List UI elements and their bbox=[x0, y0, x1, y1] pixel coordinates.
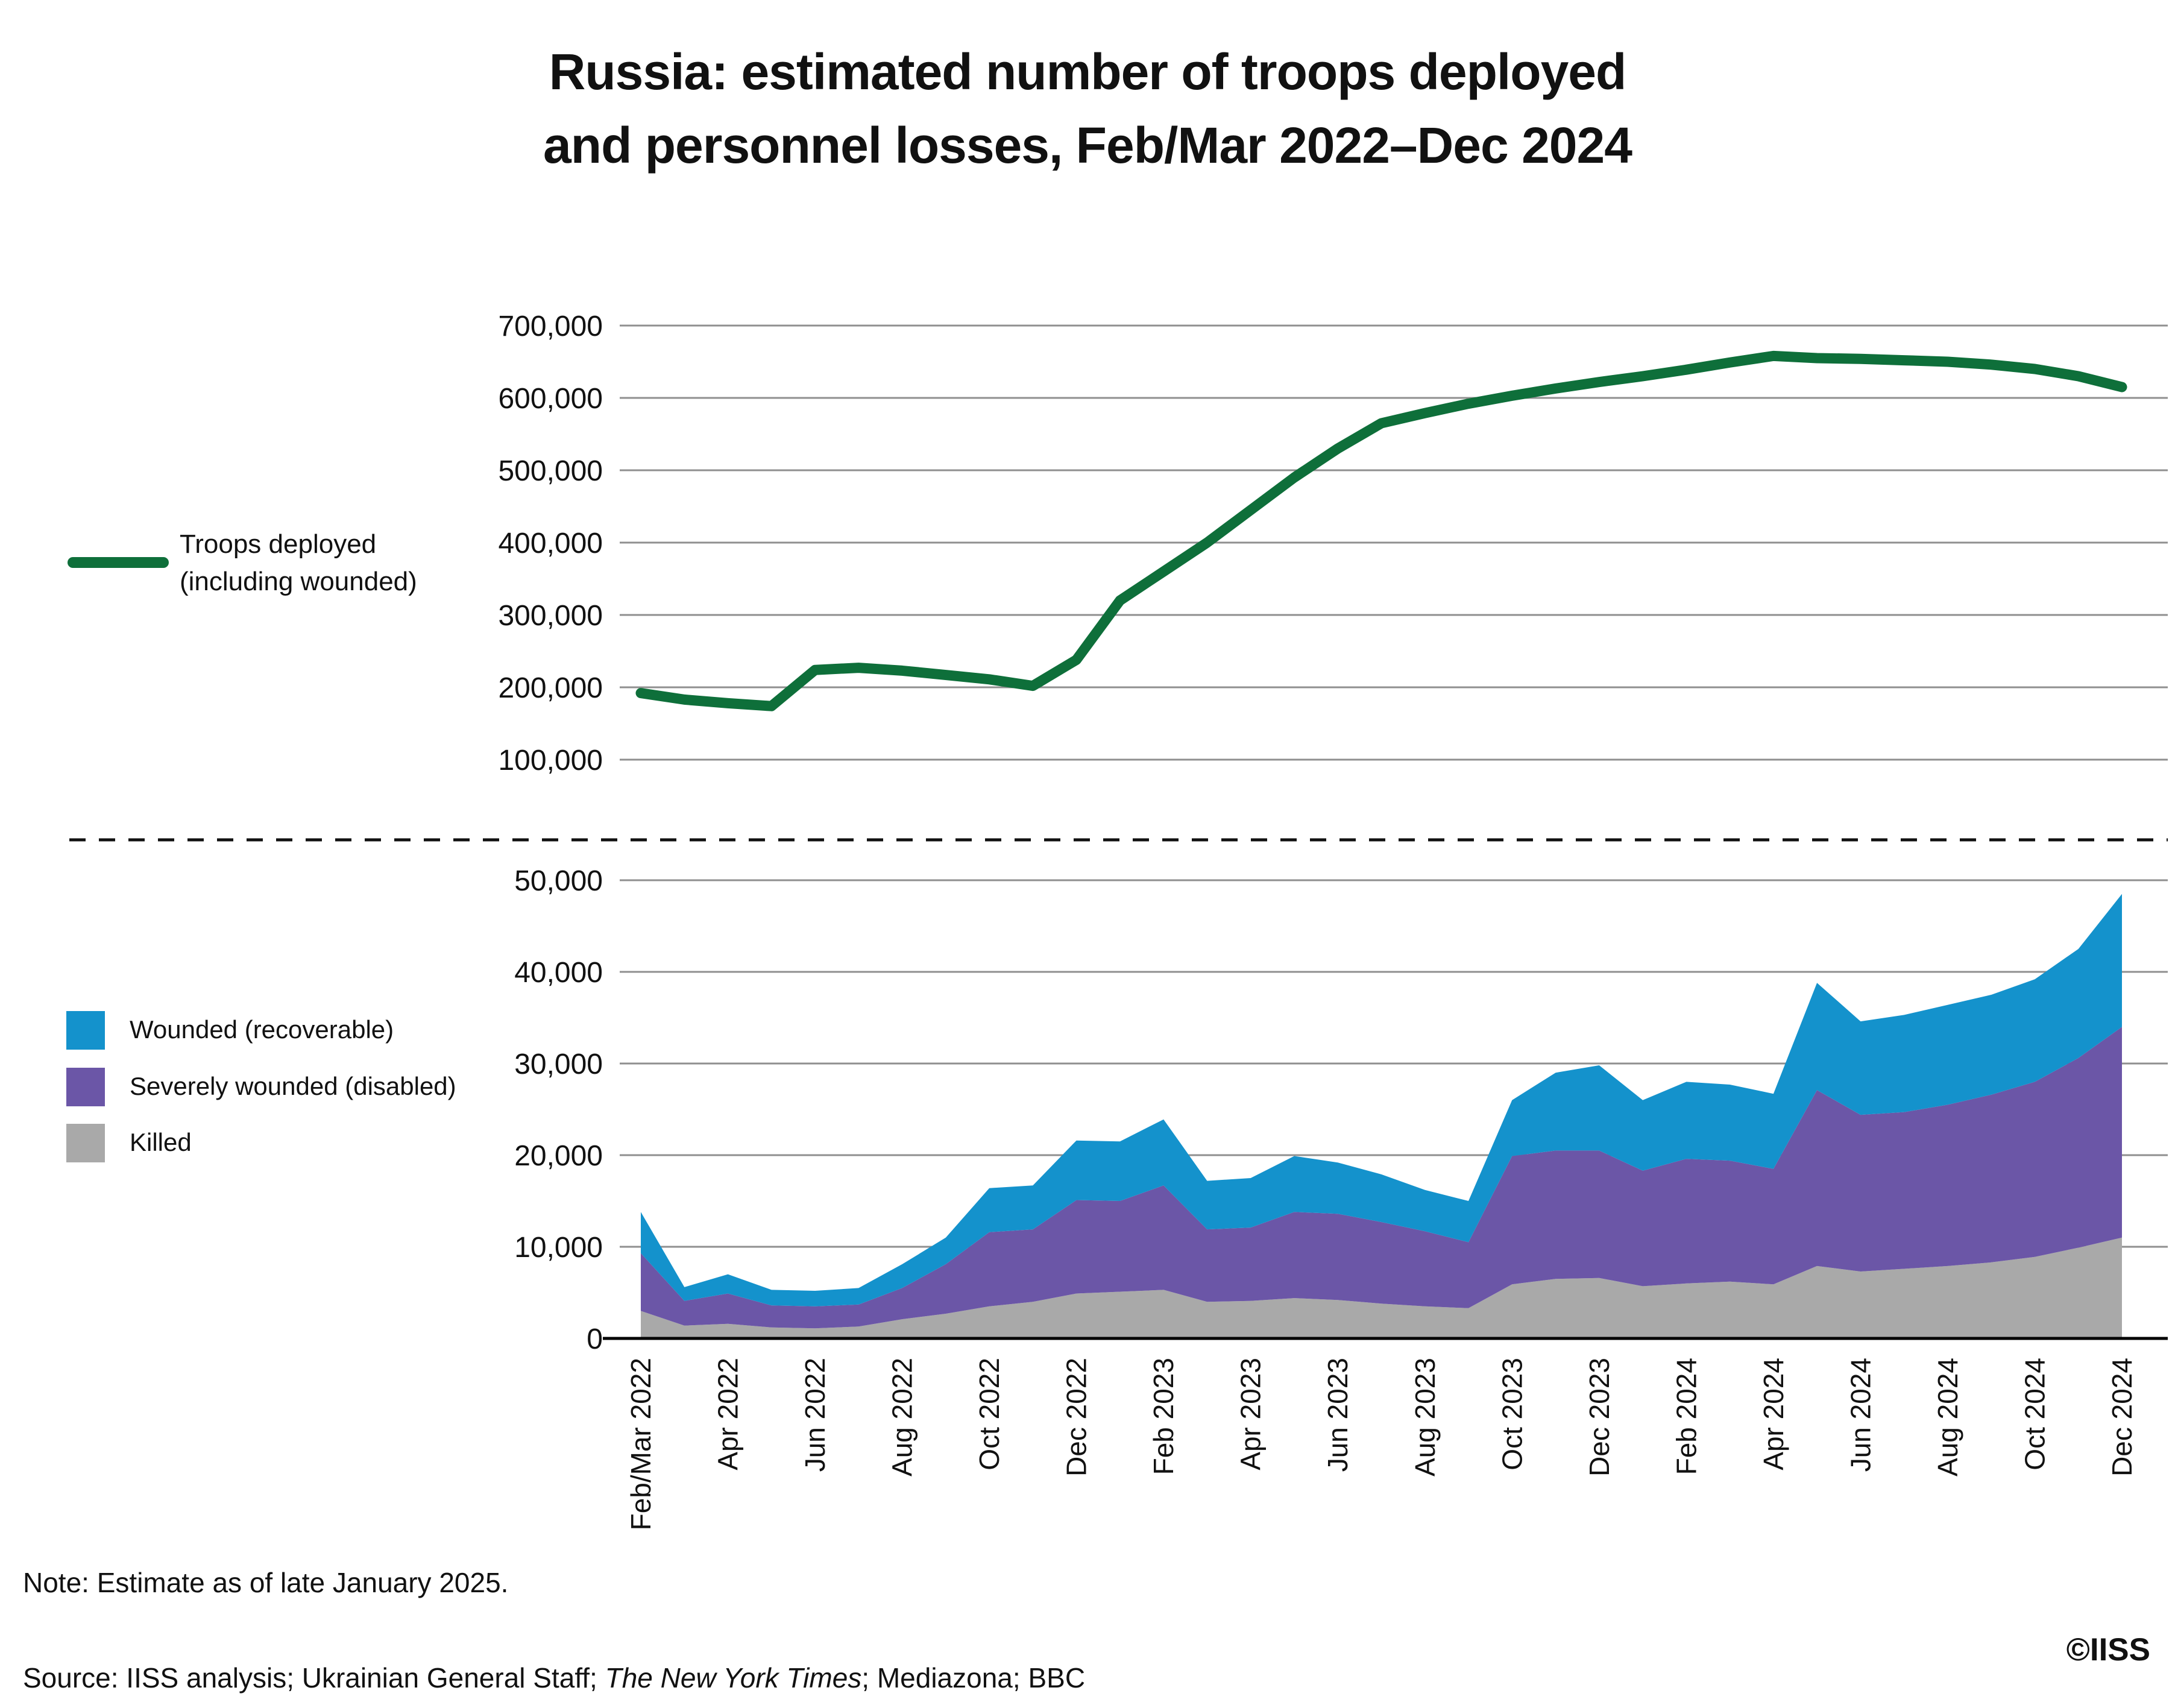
top-ytick: 200,000 bbox=[498, 672, 603, 704]
x-tick-label: Oct 2023 bbox=[1496, 1358, 1528, 1470]
legend-troops-label-line1: Troops deployed bbox=[180, 529, 377, 559]
bottom-ytick: 30,000 bbox=[514, 1048, 603, 1080]
chart-title-line1: Russia: estimated number of troops deplo… bbox=[549, 43, 1627, 100]
x-axis-labels: Feb/Mar 2022 Apr 2022 Jun 2022 Aug 2022 Oct … bbox=[625, 1358, 2138, 1530]
x-tick-label: Dec 2022 bbox=[1061, 1358, 1092, 1476]
x-tick-label: Feb 2024 bbox=[1670, 1358, 1702, 1475]
x-tick-label: Dec 2023 bbox=[1584, 1358, 1615, 1476]
stacked-loss-areas bbox=[641, 893, 2122, 1338]
source-prefix: Source: IISS analysis; Ukrainian General… bbox=[23, 1662, 605, 1694]
bottom-ytick: 40,000 bbox=[514, 957, 603, 989]
chart-title: Russia: estimated number of troops deplo… bbox=[0, 35, 2175, 182]
bottom-chart-yaxis-labels: 50,000 40,000 30,000 20,000 10,000 0 bbox=[514, 865, 603, 1355]
severely-wounded-label: Severely wounded (disabled) bbox=[130, 1072, 456, 1101]
x-tick-label: Oct 2022 bbox=[974, 1358, 1005, 1470]
killed-label: Killed bbox=[130, 1128, 192, 1157]
x-tick-label: Aug 2023 bbox=[1409, 1358, 1441, 1476]
troops-deployed-line bbox=[635, 350, 2127, 711]
top-ytick: 400,000 bbox=[498, 528, 603, 559]
area-killed bbox=[641, 1237, 2122, 1338]
x-tick-label: Jun 2024 bbox=[1845, 1358, 1876, 1472]
top-ytick: 700,000 bbox=[498, 310, 603, 342]
x-tick-label: Oct 2024 bbox=[2019, 1358, 2050, 1470]
x-tick-label: Jun 2022 bbox=[799, 1358, 831, 1472]
top-chart-yaxis-labels: 700,000 600,000 500,000 400,000 300,000 200,0… bbox=[498, 310, 603, 777]
x-tick-label: Feb 2023 bbox=[1148, 1358, 1179, 1475]
bottom-ytick: 50,000 bbox=[514, 865, 603, 897]
source-suffix: ; Mediazona; BBC bbox=[861, 1662, 1086, 1694]
top-ytick: 600,000 bbox=[498, 383, 603, 415]
legend-troops-label-line2: (including wounded) bbox=[180, 567, 417, 596]
x-tick-label: Feb/Mar 2022 bbox=[625, 1358, 656, 1530]
source-text: Source: IISS analysis; Ukrainian General… bbox=[23, 1662, 1085, 1694]
wounded-label: Wounded (recoverable) bbox=[130, 1015, 394, 1044]
note-text: Note: Estimate as of late January 2025. bbox=[23, 1567, 509, 1598]
chart-title-line2: and personnel losses, Feb/Mar 2022–Dec 2… bbox=[543, 117, 1632, 174]
x-tick-label: Aug 2022 bbox=[887, 1358, 918, 1476]
legend-troops-label: Troops deployed (including wounded) bbox=[180, 526, 602, 600]
top-ytick: 300,000 bbox=[498, 600, 603, 632]
area-severely-wounded-disabled- bbox=[641, 1027, 2122, 1329]
area-wounded-recoverable- bbox=[641, 893, 2122, 1306]
x-tick-label: Jun 2023 bbox=[1322, 1358, 1353, 1472]
killed-swatch bbox=[66, 1124, 105, 1162]
source-italic: The New York Times bbox=[605, 1662, 862, 1694]
wounded-swatch bbox=[66, 1011, 105, 1050]
x-tick-label: Apr 2024 bbox=[1758, 1358, 1789, 1470]
severely-wounded-swatch bbox=[66, 1068, 105, 1106]
bottom-ytick: 20,000 bbox=[514, 1140, 603, 1172]
bottom-ytick: 0 bbox=[587, 1323, 603, 1355]
x-tick-label: Aug 2024 bbox=[1932, 1358, 1963, 1476]
bottom-ytick: 10,000 bbox=[514, 1232, 603, 1264]
top-ytick: 500,000 bbox=[498, 455, 603, 487]
x-tick-label: Apr 2022 bbox=[713, 1358, 744, 1470]
x-tick-label: Apr 2023 bbox=[1235, 1358, 1267, 1470]
top-ytick: 100,000 bbox=[498, 745, 603, 777]
top-chart-gridlines bbox=[620, 324, 2168, 761]
troops-line-swatch bbox=[68, 557, 169, 568]
iiss-copyright: ©IISS bbox=[2066, 1632, 2150, 1668]
x-tick-label: Dec 2024 bbox=[2106, 1358, 2138, 1476]
